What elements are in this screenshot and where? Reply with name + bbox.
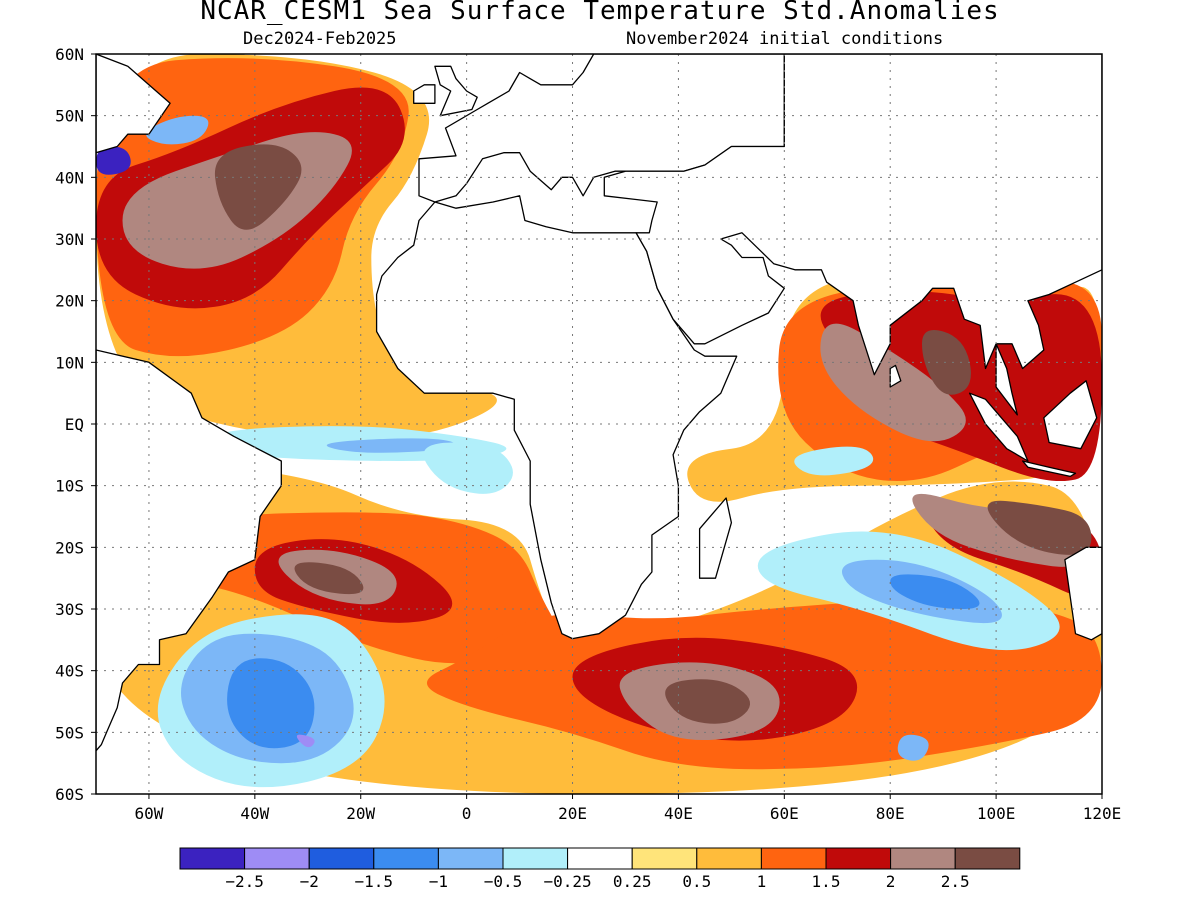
colorbar-swatch [179, 847, 246, 870]
land-mask [96, 54, 1102, 752]
madagascar-land [698, 497, 733, 579]
colorbar-label: −2 [300, 872, 319, 891]
anomaly-region [665, 679, 751, 724]
lat-label: 30S [55, 600, 84, 619]
java-land [1021, 460, 1077, 478]
colorbar [179, 847, 1021, 870]
anomaly-region [890, 574, 980, 609]
lat-label: 40S [55, 662, 84, 681]
lon-label: 100E [977, 804, 1016, 823]
latitude-labels: 60N 50N 40N 30N 20N 10N EQ 10S 20S 30S 40S 50S 60S [55, 45, 84, 804]
lat-label: 40N [55, 168, 84, 187]
lon-label: 80E [876, 804, 905, 823]
lon-label: 40E [664, 804, 693, 823]
colorbar-labels: −2.5 −2 −1.5 −1 −0.5 −0.25 0.25 0.5 1 1.5 2 2.5 [225, 872, 969, 891]
americas-land [96, 349, 282, 752]
colorbar-swatch [244, 847, 310, 870]
lon-label: 60E [770, 804, 799, 823]
colorbar-swatch [825, 847, 892, 870]
lat-label: 30N [55, 230, 84, 249]
colorbar-swatch [373, 847, 439, 870]
colorbar-label: 2.5 [941, 872, 970, 891]
plot-frame [95, 53, 1103, 795]
cuba-land [96, 300, 97, 308]
lat-label: 20S [55, 538, 84, 557]
colorbar-label: −1 [429, 872, 448, 891]
lat-label: 60S [55, 785, 84, 804]
anomaly-region [146, 115, 209, 145]
anomaly-region [227, 658, 315, 749]
colorbar-label: −1.5 [355, 872, 394, 891]
lon-label: 20W [346, 804, 375, 823]
anomaly-region [96, 146, 131, 175]
lon-label: 40W [240, 804, 269, 823]
colorbar-label: 1 [757, 872, 767, 891]
initial-conditions-subtitle: November2024 initial conditions [626, 29, 944, 49]
colorbar-label: 0.5 [682, 872, 711, 891]
greenland-land [148, 54, 245, 55]
anomaly-region [296, 734, 315, 748]
anomaly-region [794, 446, 874, 476]
colorbar-label: 1.5 [812, 872, 841, 891]
lat-label: 60N [55, 45, 84, 64]
graticule [91, 53, 1103, 799]
lat-label: 10S [55, 477, 84, 496]
colorbar-swatch [502, 847, 569, 870]
anomaly-region [987, 500, 1092, 555]
colorbar-swatch [760, 847, 827, 870]
colorbar-swatch [890, 847, 956, 870]
lon-label: 60W [134, 804, 163, 823]
season-subtitle: Dec2024-Feb2025 [243, 29, 397, 49]
colorbar-swatch [437, 847, 504, 870]
colorbar-label: −2.5 [225, 872, 264, 891]
colorbar-label: −0.25 [544, 872, 592, 891]
map-title: NCAR_CESM1 Sea Surface Temperature Std.A… [200, 0, 1000, 26]
lon-label: 120E [1083, 804, 1122, 823]
lon-label: 0 [462, 804, 472, 823]
anomaly-region [423, 442, 513, 494]
colorbar-label: 0.25 [613, 872, 652, 891]
lat-label: 50N [55, 107, 84, 126]
africa-land [375, 195, 738, 640]
anomaly-region [897, 734, 929, 761]
longitude-labels: 60W 40W 20W 0 20E 40E 60E 80E 100E 120E [134, 804, 1121, 823]
colorbar-swatch [954, 847, 1021, 870]
colorbar-label: 2 [886, 872, 896, 891]
lat-label: 50S [55, 723, 84, 742]
anomaly-region [326, 438, 457, 453]
lon-label: 20E [558, 804, 587, 823]
lat-label: 20N [55, 292, 84, 311]
anomaly-region [922, 329, 971, 395]
anomaly-region [214, 144, 302, 230]
north-america-land [96, 54, 171, 166]
uk-land [434, 65, 478, 117]
colorbar-swatch [631, 847, 698, 870]
colorbar-swatch [308, 847, 375, 870]
anomaly-region [294, 562, 364, 595]
colorbar-swatch [567, 847, 633, 870]
lat-label: EQ [65, 415, 84, 434]
colorbar-label: −0.5 [484, 872, 523, 891]
lat-label: 10N [55, 353, 84, 372]
asia-land [603, 54, 1102, 416]
colorbar-swatch [696, 847, 762, 870]
ireland-land [413, 84, 436, 104]
borneo-land [1043, 380, 1098, 450]
ocean-anomaly-layer [96, 54, 1102, 794]
